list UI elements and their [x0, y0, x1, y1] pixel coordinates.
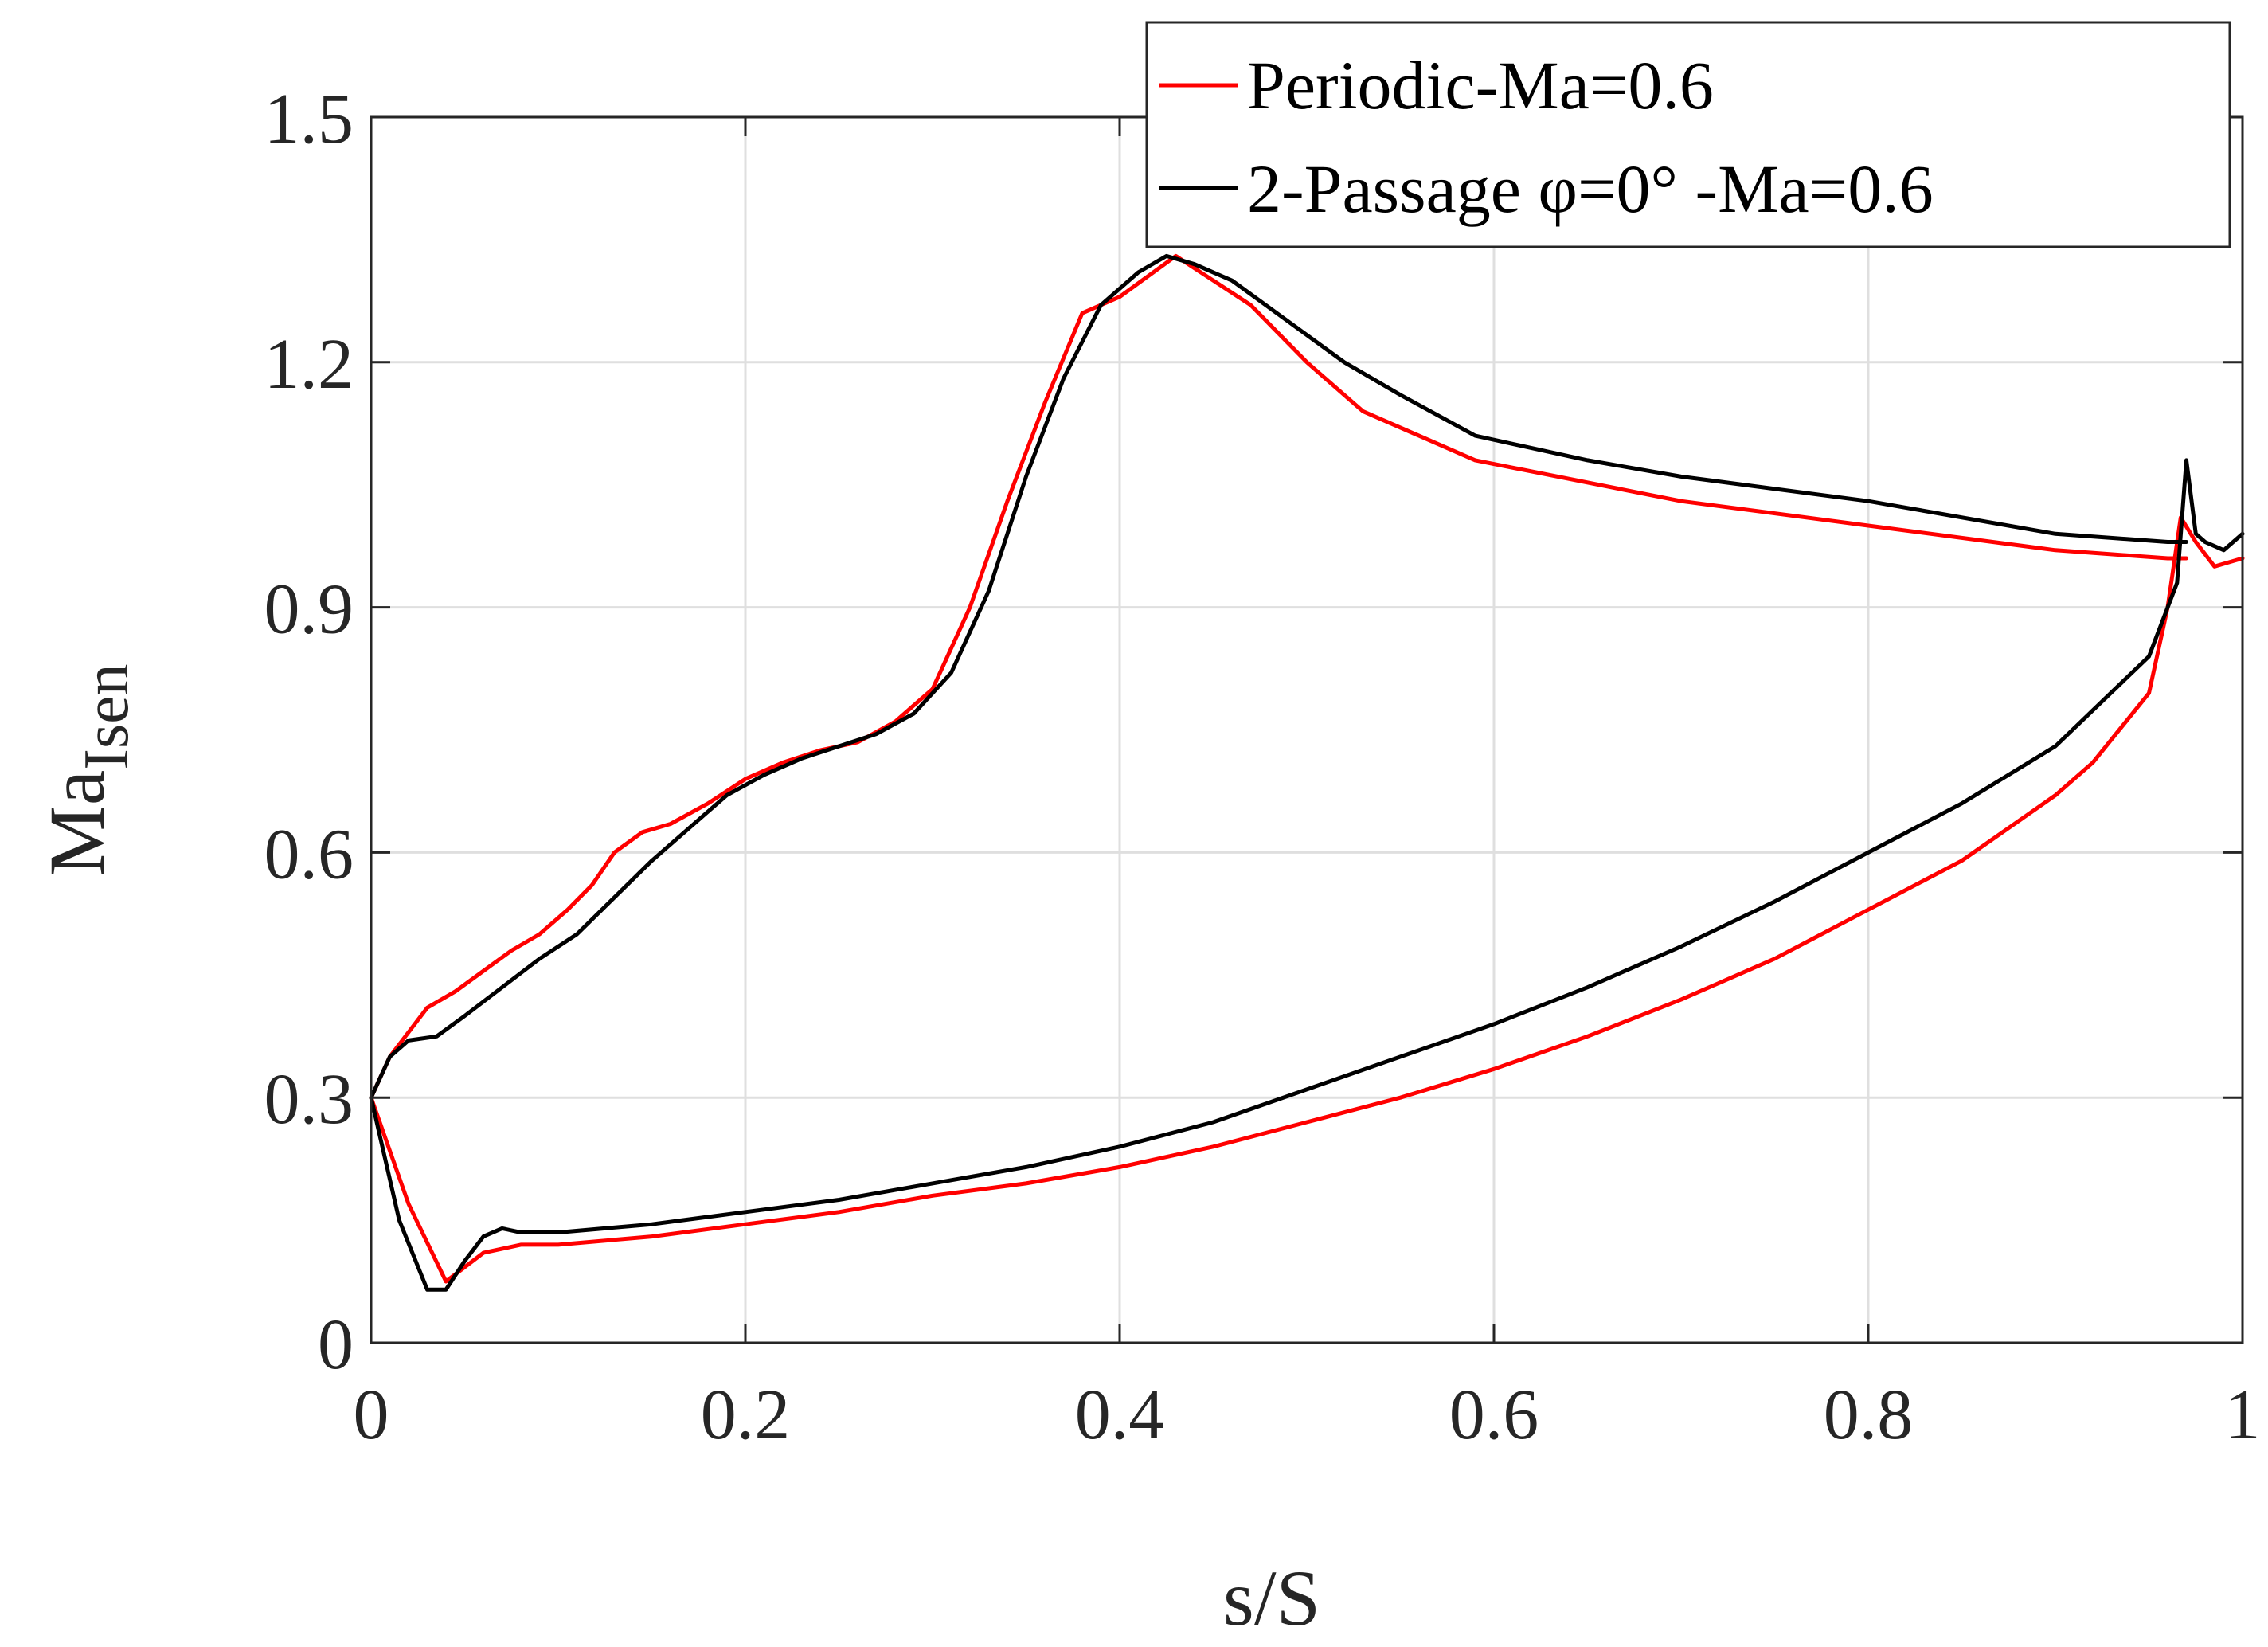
x-tick-label: 0.2 — [701, 1375, 791, 1454]
x-tick-label: 0.8 — [1824, 1375, 1914, 1454]
y-tick-label: 0.3 — [264, 1060, 354, 1139]
y-tick-label: 1.2 — [264, 325, 354, 404]
y-tick-label: 0 — [318, 1305, 354, 1384]
legend-box — [1145, 21, 2231, 248]
series-line-0-pressure-side — [369, 515, 2245, 1284]
y-tick-label: 0.9 — [264, 570, 354, 649]
y-tick-label: 1.5 — [264, 80, 354, 158]
legend: Periodic-Ma=0.6 2-Passage φ=0° -Ma=0.6 — [1145, 21, 2231, 248]
x-tick-label: 1 — [2225, 1375, 2261, 1454]
series-line-1-suction-side — [369, 253, 2188, 1100]
plot-area — [371, 117, 2243, 1343]
series-line-1-pressure-side — [369, 458, 2245, 1292]
tick-labels: 0 0.2 0.4 0.6 0.8 1 0 0.3 0.6 0.9 1.2 1.5 — [264, 80, 2261, 1454]
series-layer — [369, 253, 2245, 1292]
x-tick-label: 0.4 — [1075, 1375, 1165, 1454]
x-tick-label: 0 — [354, 1375, 389, 1454]
x-tick-label: 0.6 — [1449, 1375, 1539, 1454]
legend-label-periodic: Periodic-Ma=0.6 — [1247, 47, 1714, 123]
y-tick-label: 0.6 — [264, 815, 354, 894]
x-axis-label: s/S — [1223, 1554, 1320, 1642]
y-axis-label-subscript: Isen — [72, 663, 142, 769]
legend-label-2-passage: 2-Passage φ=0° -Ma=0.6 — [1247, 151, 1934, 227]
y-axis-label-main: Ma — [33, 770, 121, 876]
y-axis-label: MaIsen — [33, 663, 142, 876]
